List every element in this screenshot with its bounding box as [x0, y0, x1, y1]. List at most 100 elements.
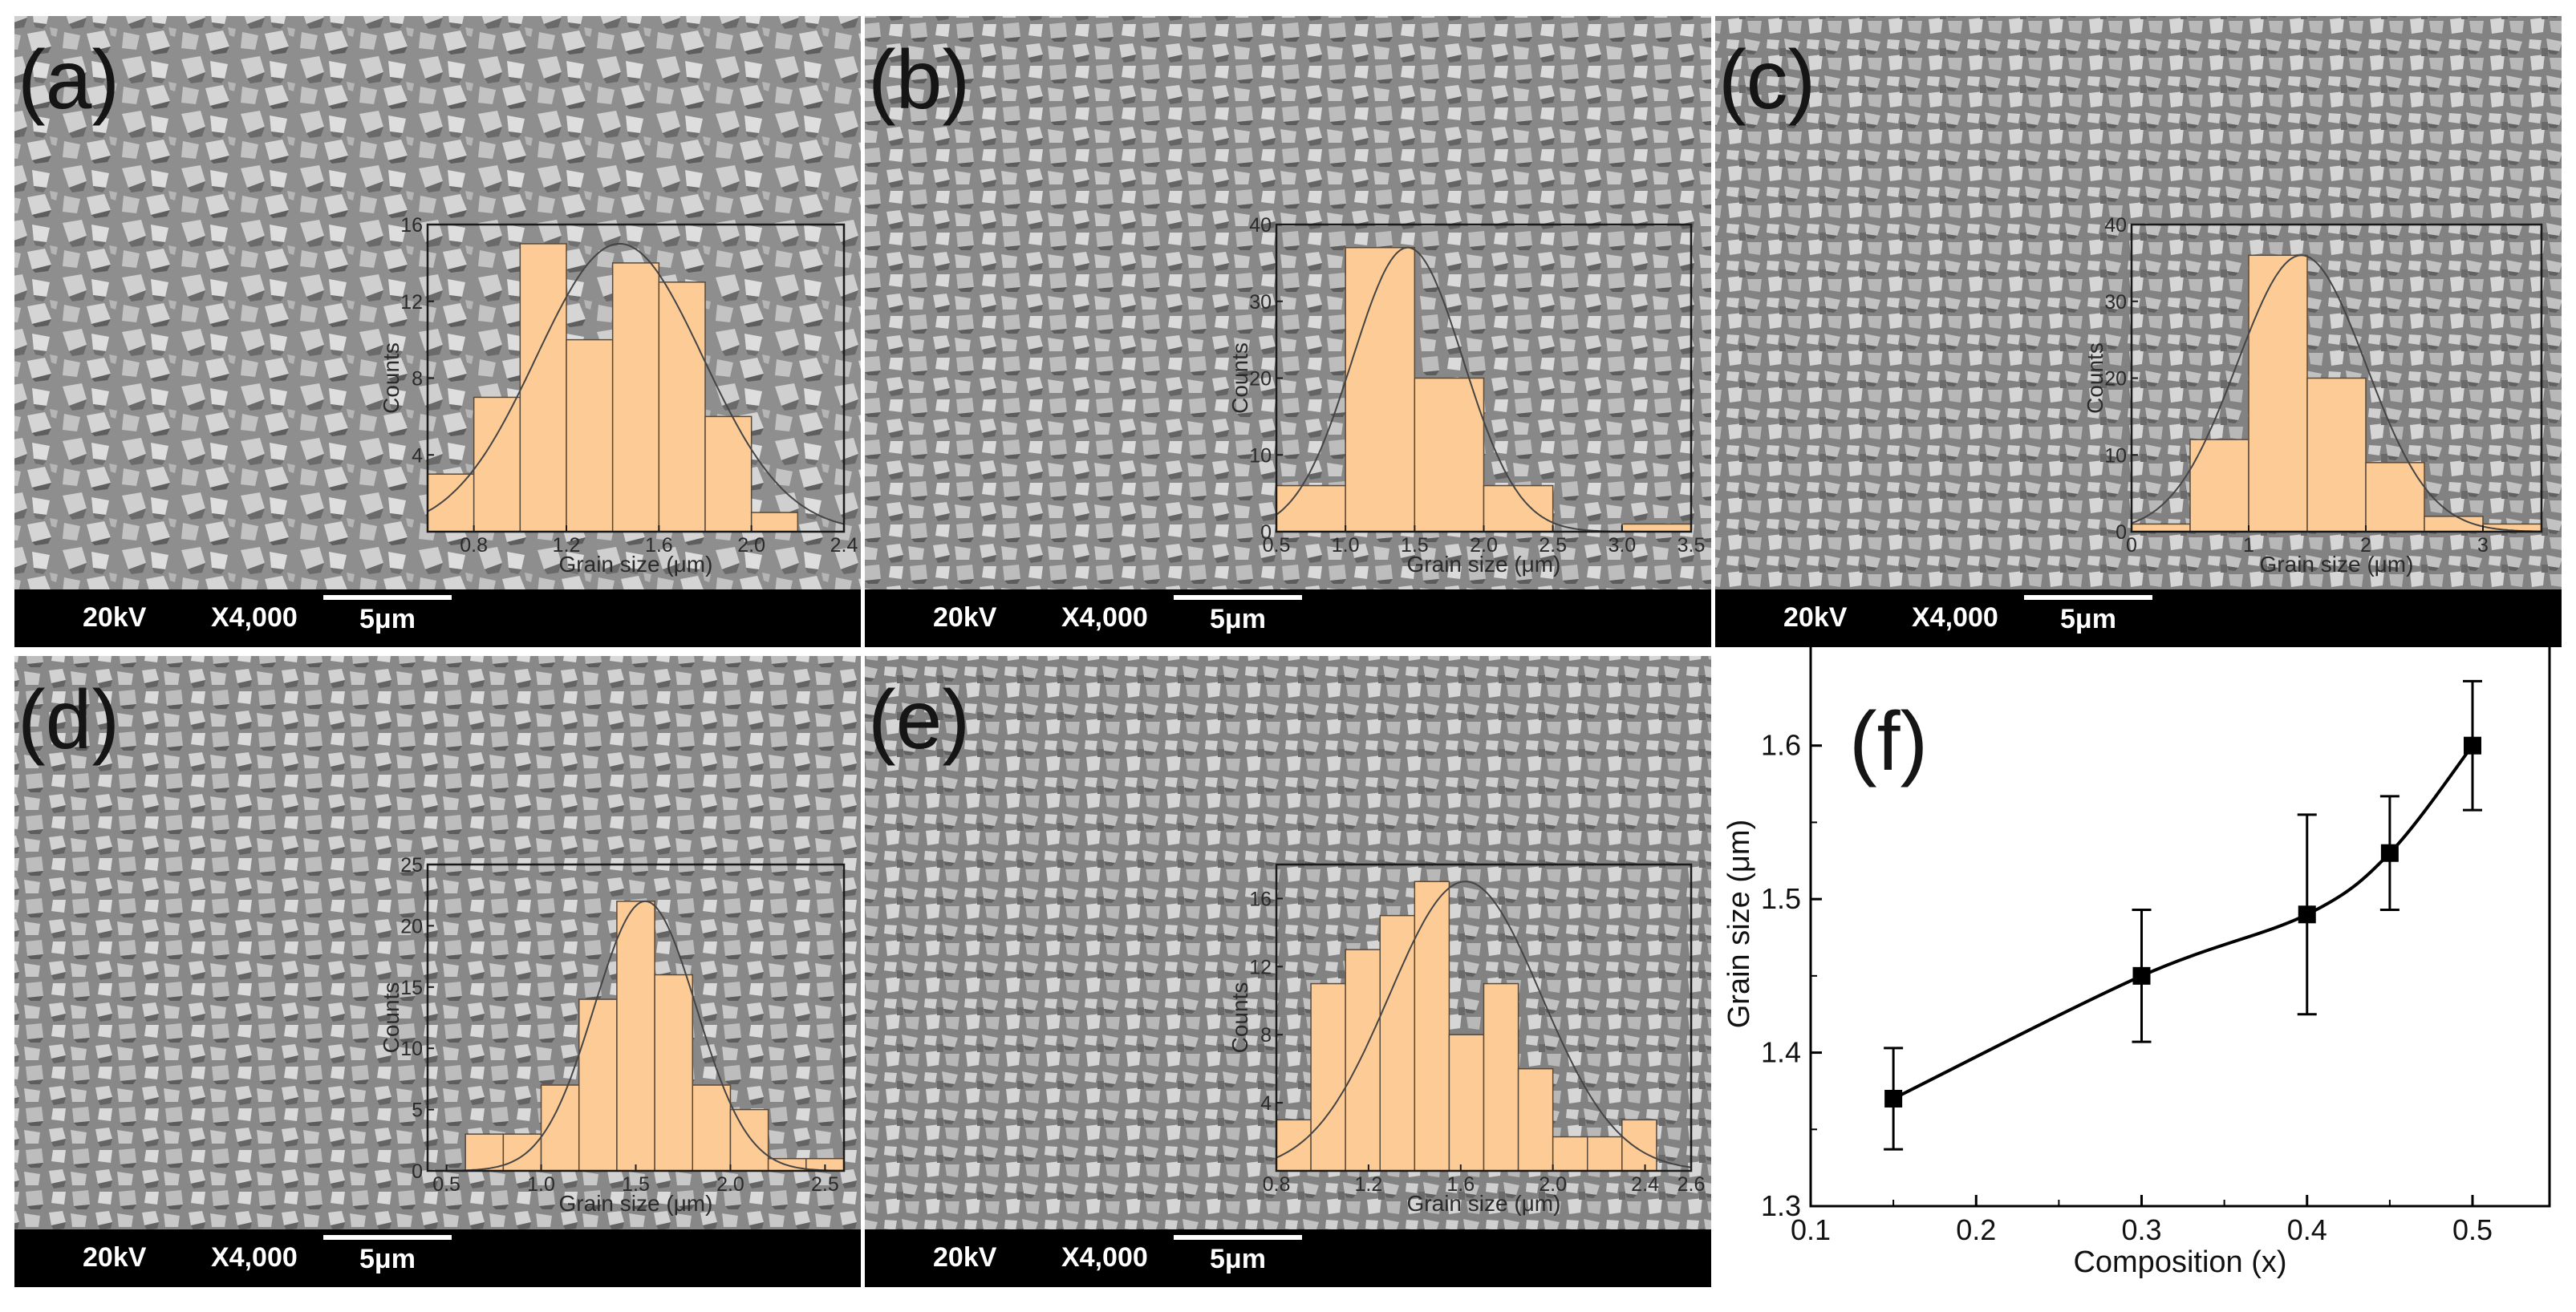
- y-tick-label: 20: [2104, 368, 2127, 391]
- histogram-bar: [1517, 1067, 1554, 1172]
- histogram-bar: [692, 1084, 732, 1172]
- y-tick-label: 1.4: [1761, 1036, 1801, 1069]
- x-axis-label: Composition (x): [2073, 1245, 2286, 1279]
- x-tick-label: 0.2: [1956, 1213, 1996, 1246]
- y-tick-label: 8: [1260, 1024, 1272, 1047]
- histogram-bar: [519, 243, 567, 532]
- info-bar-b: 20kV X4,000 5μm: [865, 589, 1711, 647]
- x-tick-label: 2.4: [1631, 1173, 1659, 1196]
- histogram-bar: [1345, 949, 1381, 1172]
- x-tick-label: 0.1: [1791, 1213, 1831, 1246]
- x-tick-label: 0: [2126, 534, 2137, 557]
- data-point-group: [1884, 1047, 1904, 1151]
- data-point-marker: [2132, 966, 2151, 985]
- scale-bar-label: 5μm: [2060, 604, 2116, 634]
- histogram-a: 0.8 1.2 1.6 2.0 2.4 4 8 12 16 Grain size (μm) Coun…: [379, 214, 858, 577]
- histogram-bar: [2131, 523, 2191, 532]
- histogram-bar: [1621, 1119, 1657, 1172]
- x-tick-label: 2.5: [1539, 534, 1567, 557]
- y-tick-label: 30: [1249, 291, 1272, 314]
- y-tick-label: 30: [2104, 291, 2127, 314]
- x-tick-label: 2.5: [811, 1173, 839, 1196]
- x-tick-label: 1.2: [1355, 1173, 1383, 1196]
- y-tick-label: 0: [1260, 521, 1272, 544]
- x-tick-label: 3.0: [1608, 534, 1636, 557]
- y-axis-label: Counts: [379, 982, 404, 1054]
- info-bar-e: 20kV X4,000 5μm: [865, 1229, 1711, 1287]
- x-tick-label: 2.0: [716, 1173, 744, 1196]
- panel-f-plot: (f) 0.1 0.2 0.3 0.4 0.5 1.3 1.4 1.5 1.6 Compositio…: [1722, 640, 2551, 1279]
- x-tick-label: 1: [2243, 534, 2254, 557]
- histogram-bar: [729, 1108, 769, 1172]
- histogram-bar: [427, 473, 475, 532]
- histogram-bar: [1276, 1119, 1312, 1172]
- panel-label-b: (b): [868, 34, 970, 127]
- x-axis-label: Grain size (μm): [559, 1191, 713, 1216]
- histogram-bar: [1552, 1136, 1588, 1172]
- data-point-marker: [1884, 1090, 1903, 1108]
- y-tick-label: 15: [400, 977, 423, 999]
- y-tick-label: 12: [400, 291, 423, 314]
- voltage-label: 20kV: [933, 602, 997, 633]
- y-tick-label: 16: [400, 214, 423, 237]
- histogram-bar: [464, 1133, 505, 1172]
- data-point-group: [2379, 795, 2400, 912]
- x-tick-label: 2.0: [1470, 534, 1498, 557]
- histogram-bar: [2306, 377, 2367, 532]
- panel-label-f: (f): [1849, 695, 1928, 788]
- voltage-label: 20kV: [933, 1242, 997, 1273]
- histogram-bar: [611, 262, 660, 532]
- magnification-label: X4,000: [1061, 602, 1148, 633]
- gaussian-fit-line: [428, 900, 844, 1172]
- x-tick-label: 2.4: [830, 534, 858, 557]
- histogram-bar: [473, 396, 521, 532]
- histogram-bar: [704, 415, 753, 532]
- x-tick-label: 0.3: [2121, 1213, 2161, 1246]
- x-tick-label: 1.6: [645, 534, 673, 557]
- x-axis-label: Grain size (μm): [559, 552, 713, 577]
- y-axis-label: Counts: [379, 342, 404, 414]
- histogram-bar: [750, 512, 799, 532]
- y-tick-label: 40: [2104, 214, 2127, 237]
- y-tick-label: 1.5: [1761, 882, 1801, 915]
- scale-bar-label: 5μm: [359, 604, 416, 634]
- sem-image-c: [1715, 16, 2562, 589]
- histogram-bar: [1276, 484, 1346, 532]
- histogram-bar: [1414, 881, 1450, 1172]
- gaussian-fit-line: [427, 242, 845, 525]
- gaussian-fit-line: [1276, 881, 1692, 1168]
- y-tick-label: 4: [1260, 1092, 1272, 1115]
- x-tick-label: 3: [2477, 534, 2489, 557]
- data-point-marker: [2380, 844, 2399, 862]
- voltage-label: 20kV: [83, 602, 147, 633]
- data-point-group: [2132, 909, 2152, 1043]
- y-tick-label: 0: [2116, 521, 2127, 544]
- x-axis-label: Grain size (μm): [1407, 1191, 1561, 1216]
- x-tick-label: 0.5: [432, 1173, 460, 1196]
- scale-bar-label: 5μm: [359, 1244, 416, 1274]
- x-tick-label: 2: [2360, 534, 2371, 557]
- info-bar-c: 20kV X4,000 5μm: [1715, 589, 2562, 647]
- x-tick-label: 1.2: [553, 534, 581, 557]
- x-tick-label: 0.8: [1263, 1173, 1291, 1196]
- x-tick-label: 0.4: [2287, 1213, 2327, 1246]
- y-tick-label: 16: [1249, 888, 1272, 910]
- scale-bar-label: 5μm: [1210, 604, 1266, 634]
- x-tick-label: 2.0: [1539, 1173, 1567, 1196]
- y-tick-label: 20: [400, 915, 423, 937]
- trend-line: [1892, 744, 2474, 1100]
- histogram-e: 0.8 1.2 1.6 2.0 2.4 2.6 4 8 12 16 Grain size (μm) C…: [1227, 863, 1705, 1216]
- histogram-bar: [566, 338, 614, 532]
- magnification-label: X4,000: [1912, 602, 1998, 633]
- histogram-bar: [654, 974, 694, 1172]
- magnification-label: X4,000: [211, 602, 298, 633]
- y-tick-label: 25: [400, 854, 423, 877]
- y-tick-label: 4: [412, 444, 423, 467]
- y-tick-label: 12: [1249, 956, 1272, 978]
- histogram-bar: [1483, 982, 1519, 1172]
- plot-frame: [1809, 640, 2551, 1208]
- voltage-label: 20kV: [83, 1242, 147, 1273]
- histogram-b: 0.5 1.0 1.5 2.0 2.5 3.0 3.5 0 10 20 30 40 Grain size…: [1227, 214, 1705, 577]
- x-tick-label: 1.0: [1332, 534, 1360, 557]
